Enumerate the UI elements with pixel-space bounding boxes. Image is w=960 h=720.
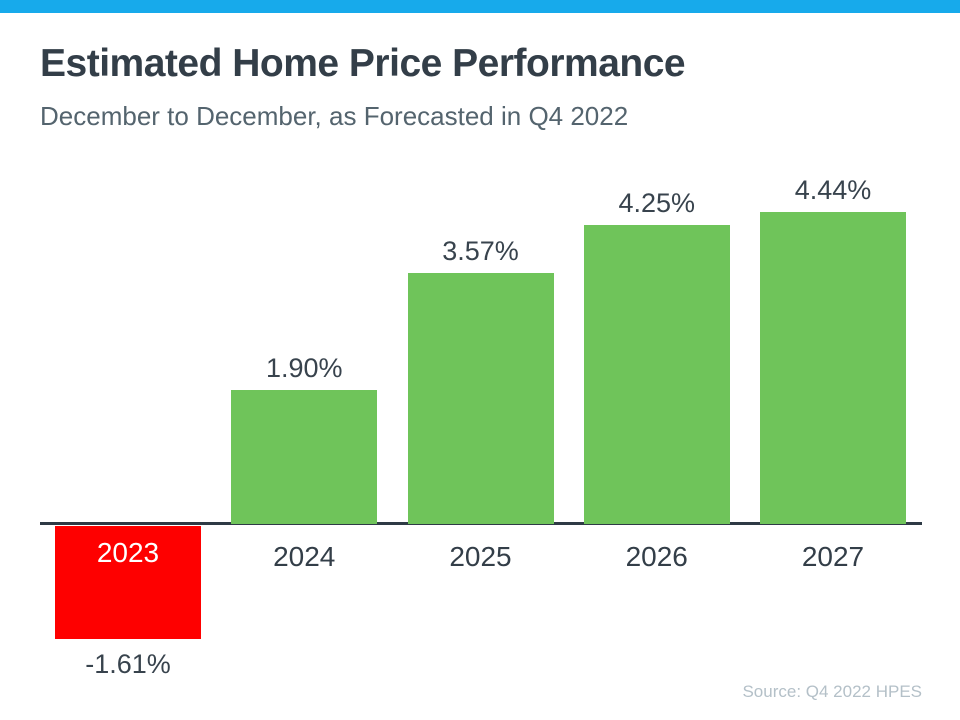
value-label-2025: 3.57%	[442, 236, 519, 267]
top-accent-bar	[0, 0, 960, 13]
bar-2023	[55, 526, 201, 640]
year-label-2023: 2023	[96, 537, 160, 568]
value-label-2027: 4.44%	[794, 174, 872, 205]
bar-2024	[231, 390, 378, 524]
bar-2026	[583, 225, 730, 524]
year-label-2024: 2024	[273, 541, 336, 572]
value-label-2024: 1.90%	[265, 353, 343, 384]
year-label-2026: 2026	[625, 541, 688, 572]
year-label-2025: 2025	[449, 541, 512, 572]
year-label-2027: 2027	[801, 541, 865, 572]
chart-title: Estimated Home Price Performance	[40, 42, 686, 85]
value-label-2026: 4.25%	[618, 188, 696, 219]
bar-2027	[760, 211, 906, 524]
value-label-2023: -1.61%	[85, 649, 171, 680]
bar-2025	[407, 273, 554, 524]
chart-subtitle: December to December, as Forecasted in Q…	[40, 101, 629, 131]
source-note: Source: Q4 2022 HPES	[742, 682, 922, 701]
